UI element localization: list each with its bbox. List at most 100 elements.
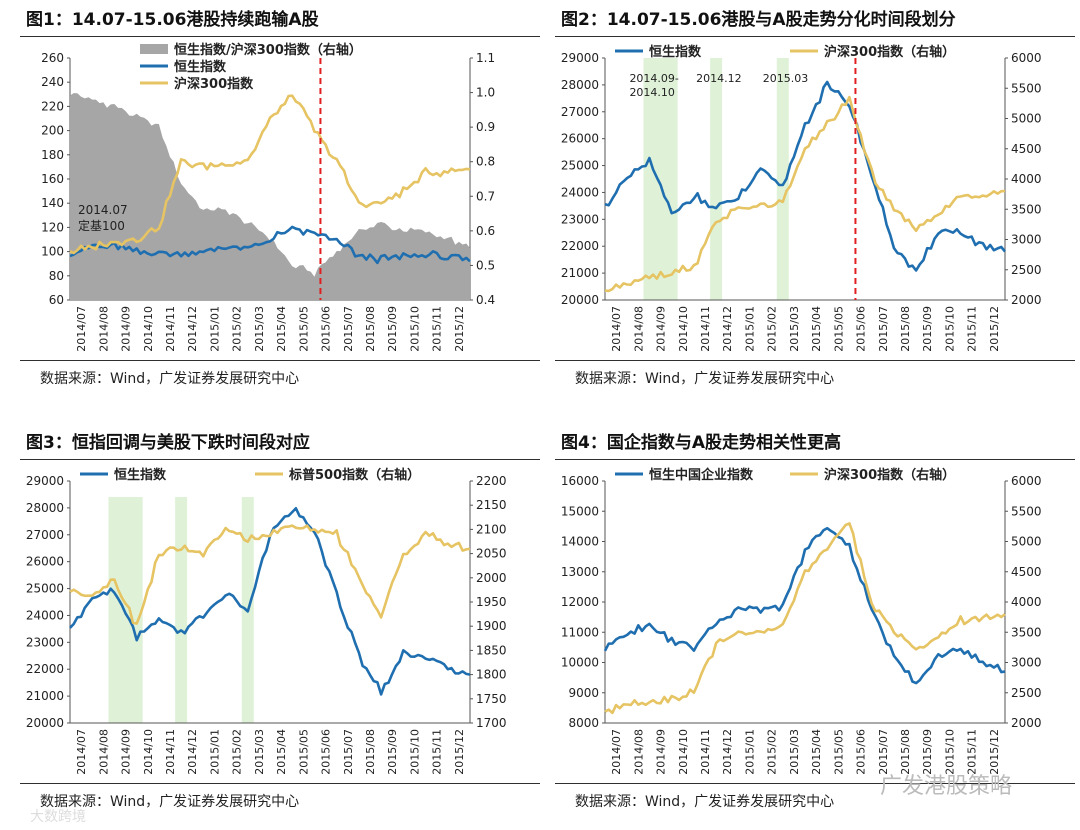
x-tick-label: 2015/11 bbox=[431, 306, 444, 352]
chart-title: 图2：14.07-15.06港股与A股走势分化时间段划分 bbox=[561, 10, 956, 30]
x-tick-label: 2015/12 bbox=[453, 729, 466, 775]
x-tick-label: 2015/10 bbox=[943, 729, 956, 775]
y-tick-label-left: 180 bbox=[41, 148, 64, 162]
y-tick-label-right: 6000 bbox=[1011, 474, 1042, 488]
x-tick-label: 2014/08 bbox=[97, 306, 110, 352]
source-rule bbox=[20, 360, 540, 361]
y-tick-label-right: 4500 bbox=[1011, 565, 1042, 579]
y-tick-label-left: 28000 bbox=[561, 78, 599, 92]
period-label: 2014.09- bbox=[629, 72, 678, 85]
x-tick-label: 2015/06 bbox=[855, 729, 868, 775]
x-tick-label: 2015/03 bbox=[788, 729, 801, 775]
y-tick-label-left: 27000 bbox=[26, 528, 64, 542]
y-tick-label-left: 200 bbox=[41, 124, 64, 138]
y-tick-label-left: 80 bbox=[49, 269, 64, 283]
chart-title: 图4：国企指数与A股走势相关性更高 bbox=[561, 433, 841, 453]
y-tick-label-left: 20000 bbox=[26, 716, 64, 730]
x-tick-label: 2014/11 bbox=[699, 729, 712, 775]
y-tick-label-left: 25000 bbox=[26, 582, 64, 596]
highlight-period bbox=[108, 497, 143, 723]
y-tick-label-right: 4000 bbox=[1011, 172, 1042, 186]
x-tick-label: 2015/09 bbox=[921, 729, 934, 775]
y-tick-label-left: 26000 bbox=[26, 555, 64, 569]
series-line bbox=[604, 522, 1006, 715]
y-tick-label-right: 2150 bbox=[476, 498, 507, 512]
y-tick-label-right: 2200 bbox=[476, 474, 507, 488]
y-tick-label-right: 5000 bbox=[1011, 535, 1042, 549]
x-tick-label: 2014/09 bbox=[120, 306, 133, 352]
legend-label: 恒生指数 bbox=[114, 467, 167, 483]
y-tick-label-right: 0.7 bbox=[476, 189, 495, 203]
source-rule bbox=[555, 783, 1075, 784]
x-tick-label: 2015/08 bbox=[899, 306, 912, 352]
chart-title: 图1：14.07-15.06港股持续跑输A股 bbox=[26, 10, 319, 30]
y-tick-label-left: 22000 bbox=[561, 239, 599, 253]
y-tick-label-right: 0.6 bbox=[476, 224, 495, 238]
title-rule bbox=[20, 36, 540, 37]
y-tick-label-right: 2000 bbox=[1011, 293, 1042, 307]
y-tick-label-right: 6000 bbox=[1011, 51, 1042, 65]
x-tick-label: 2015/05 bbox=[297, 729, 310, 775]
legend-label: 沪深300指数 bbox=[174, 76, 254, 92]
y-tick-label-right: 5000 bbox=[1011, 112, 1042, 126]
x-tick-label: 2015/09 bbox=[921, 306, 934, 352]
x-tick-label: 2015/07 bbox=[342, 729, 355, 775]
y-tick-label-right: 1950 bbox=[476, 595, 507, 609]
y-tick-label-left: 28000 bbox=[26, 501, 64, 515]
legend-label: 沪深300指数（右轴） bbox=[824, 467, 955, 483]
y-tick-label-right: 1.1 bbox=[476, 51, 495, 65]
x-tick-label: 2014/07 bbox=[610, 306, 623, 352]
x-tick-label: 2014/11 bbox=[164, 729, 177, 775]
y-tick-label-right: 2050 bbox=[476, 547, 507, 561]
x-tick-label: 2014/12 bbox=[721, 729, 734, 775]
x-tick-label: 2015/02 bbox=[766, 729, 779, 775]
y-tick-label-left: 14000 bbox=[561, 535, 599, 549]
y-tick-label-right: 2500 bbox=[1011, 263, 1042, 277]
x-tick-label: 2014/07 bbox=[75, 729, 88, 775]
x-tick-label: 2014/08 bbox=[632, 306, 645, 352]
x-tick-label: 2015/07 bbox=[877, 729, 890, 775]
y-tick-label-left: 26000 bbox=[561, 132, 599, 146]
y-tick-label-left: 260 bbox=[41, 51, 64, 65]
y-tick-label-left: 16000 bbox=[561, 474, 599, 488]
x-tick-label: 2014/10 bbox=[142, 729, 155, 775]
y-tick-label-left: 100 bbox=[41, 245, 64, 259]
y-tick-label-left: 60 bbox=[49, 293, 64, 307]
legend-label: 恒生指数/沪深300指数（右轴） bbox=[174, 42, 362, 58]
series-line bbox=[603, 526, 1006, 685]
y-tick-label-left: 8000 bbox=[568, 716, 599, 730]
x-tick-label: 2015/03 bbox=[253, 729, 266, 775]
highlight-period bbox=[710, 58, 723, 300]
series-line bbox=[69, 524, 471, 625]
x-tick-label: 2014/11 bbox=[164, 306, 177, 352]
y-tick-label-left: 22000 bbox=[26, 662, 64, 676]
x-tick-label: 2015/06 bbox=[320, 306, 333, 352]
y-tick-label-right: 4500 bbox=[1011, 142, 1042, 156]
y-tick-label-right: 1700 bbox=[476, 716, 507, 730]
y-tick-label-right: 1750 bbox=[476, 692, 507, 706]
source-note: 数据来源：Wind，广发证券发展研究中心 bbox=[575, 794, 835, 810]
y-tick-label-left: 21000 bbox=[26, 689, 64, 703]
x-tick-label: 2015/02 bbox=[231, 729, 244, 775]
source-rule bbox=[555, 360, 1075, 361]
y-tick-label-right: 0.9 bbox=[476, 120, 495, 134]
y-tick-label-left: 240 bbox=[41, 75, 64, 89]
watermark-text-2: 大数跨境 bbox=[30, 809, 86, 825]
x-tick-label: 2015/12 bbox=[453, 306, 466, 352]
x-tick-label: 2015/10 bbox=[408, 729, 421, 775]
y-tick-label-left: 11000 bbox=[561, 625, 599, 639]
y-tick-label-left: 12000 bbox=[561, 595, 599, 609]
title-rule bbox=[555, 459, 1075, 460]
x-tick-label: 2015/02 bbox=[766, 306, 779, 352]
x-tick-label: 2015/01 bbox=[743, 729, 756, 775]
y-tick-label-left: 24000 bbox=[26, 608, 64, 622]
x-tick-label: 2014/08 bbox=[97, 729, 110, 775]
legend-label: 沪深300指数（右轴） bbox=[824, 44, 955, 60]
x-tick-label: 2015/09 bbox=[386, 306, 399, 352]
period-label: 2014.10 bbox=[629, 86, 675, 99]
y-tick-label-right: 1.0 bbox=[476, 86, 495, 100]
x-tick-label: 2015/11 bbox=[966, 729, 979, 775]
highlight-period bbox=[643, 58, 678, 300]
y-tick-label-left: 23000 bbox=[561, 212, 599, 226]
series-line bbox=[69, 94, 471, 255]
